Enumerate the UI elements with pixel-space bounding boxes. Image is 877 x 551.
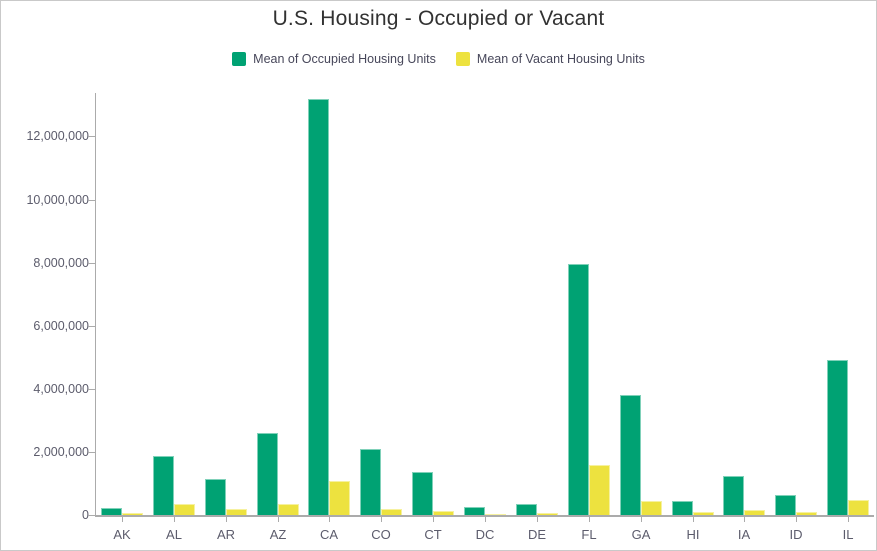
- x-tick-mark: [329, 517, 330, 522]
- y-tick-label: 0: [82, 508, 89, 522]
- bar-occupied-ia[interactable]: [723, 476, 744, 515]
- chart-title: U.S. Housing - Occupied or Vacant: [272, 7, 605, 30]
- bar-vacant-al[interactable]: [174, 504, 195, 515]
- legend-label-vacant: Mean of Vacant Housing Units: [476, 52, 645, 66]
- y-tick-label: 4,000,000: [33, 382, 89, 396]
- y-tick-mark: [88, 136, 95, 137]
- x-tick-mark: [744, 517, 745, 522]
- bar-occupied-ct[interactable]: [412, 472, 433, 515]
- bar-occupied-il[interactable]: [827, 360, 848, 515]
- bar-vacant-ga[interactable]: [641, 501, 662, 515]
- y-tick-label: 2,000,000: [33, 445, 89, 459]
- bar-vacant-ct[interactable]: [433, 511, 454, 515]
- bar-vacant-ar[interactable]: [226, 509, 247, 515]
- x-tick-label: AZ: [269, 527, 287, 542]
- bar-occupied-az[interactable]: [257, 433, 278, 515]
- x-tick-label: ID: [789, 527, 803, 542]
- vacant-series-swatch-icon: [455, 52, 470, 66]
- bar-occupied-ga[interactable]: [620, 395, 641, 515]
- bar-occupied-co[interactable]: [360, 449, 381, 515]
- x-tick-label: GA: [631, 527, 651, 542]
- x-tick-mark: [226, 517, 227, 522]
- bar-vacant-il[interactable]: [848, 500, 869, 515]
- x-tick-label: CO: [371, 527, 391, 542]
- bar-occupied-fl[interactable]: [568, 264, 589, 515]
- bar-occupied-dc[interactable]: [464, 507, 485, 515]
- bar-vacant-de[interactable]: [537, 513, 558, 515]
- legend-item-vacant[interactable]: Mean of Vacant Housing Units: [455, 52, 645, 66]
- legend-label-occupied: Mean of Occupied Housing Units: [253, 52, 436, 66]
- x-tick-mark: [589, 517, 590, 522]
- bar-occupied-al[interactable]: [153, 456, 174, 515]
- bar-vacant-ca[interactable]: [329, 481, 350, 515]
- bar-occupied-de[interactable]: [516, 504, 537, 515]
- x-tick-label: AR: [216, 527, 236, 542]
- bar-vacant-az[interactable]: [278, 504, 299, 515]
- x-tick-label: DE: [527, 527, 547, 542]
- y-tick-mark: [88, 200, 95, 201]
- y-tick-label: 6,000,000: [33, 319, 89, 333]
- y-tick-mark: [88, 326, 95, 327]
- x-axis-line: [95, 515, 874, 517]
- y-tick-label: 8,000,000: [33, 256, 89, 270]
- x-tick-mark: [537, 517, 538, 522]
- x-tick-mark: [693, 517, 694, 522]
- legend: Mean of Occupied Housing Units Mean of V…: [1, 52, 876, 66]
- legend-item-occupied[interactable]: Mean of Occupied Housing Units: [232, 52, 436, 66]
- x-tick-mark: [848, 517, 849, 522]
- bar-occupied-ar[interactable]: [205, 479, 226, 515]
- x-tick-mark: [796, 517, 797, 522]
- y-tick-label: 12,000,000: [26, 129, 89, 143]
- bar-occupied-id[interactable]: [775, 495, 796, 515]
- x-tick-mark: [174, 517, 175, 522]
- occupied-series-swatch-icon: [232, 52, 247, 66]
- bar-vacant-dc[interactable]: [485, 514, 506, 515]
- y-tick-mark: [88, 263, 95, 264]
- y-axis-line: [95, 93, 96, 517]
- y-tick-label: 10,000,000: [26, 193, 89, 207]
- x-tick-label: IA: [737, 527, 751, 542]
- x-tick-label: IL: [842, 527, 854, 542]
- x-tick-mark: [485, 517, 486, 522]
- x-tick-label: DC: [475, 527, 495, 542]
- x-tick-label: HI: [686, 527, 700, 542]
- bar-vacant-fl[interactable]: [589, 465, 610, 515]
- bar-occupied-hi[interactable]: [672, 501, 693, 515]
- x-tick-mark: [433, 517, 434, 522]
- x-tick-mark: [278, 517, 279, 522]
- x-tick-label: CT: [424, 527, 442, 542]
- bar-vacant-id[interactable]: [796, 512, 817, 515]
- x-tick-label: CA: [319, 527, 339, 542]
- bar-vacant-ia[interactable]: [744, 510, 765, 515]
- y-tick-mark: [88, 452, 95, 453]
- bar-vacant-ak[interactable]: [122, 513, 143, 515]
- x-tick-mark: [641, 517, 642, 522]
- y-tick-mark: [88, 389, 95, 390]
- bar-vacant-hi[interactable]: [693, 512, 714, 515]
- x-tick-mark: [381, 517, 382, 522]
- x-tick-mark: [122, 517, 123, 522]
- y-tick-mark: [88, 515, 95, 516]
- x-tick-label: FL: [581, 527, 597, 542]
- bar-occupied-ak[interactable]: [101, 508, 122, 515]
- bar-vacant-co[interactable]: [381, 509, 402, 515]
- x-tick-label: AL: [166, 527, 182, 542]
- x-tick-label: AK: [113, 527, 131, 542]
- bar-occupied-ca[interactable]: [308, 99, 329, 515]
